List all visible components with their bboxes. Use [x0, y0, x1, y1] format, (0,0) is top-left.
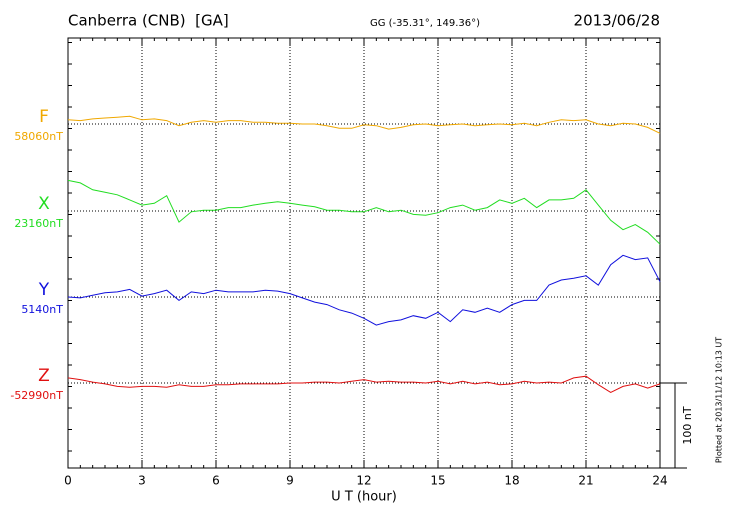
x-tick-label: 12 — [356, 474, 371, 488]
plotted-note: Plotted at 2013/11/12 10:13 UT — [715, 337, 724, 463]
x-tick-label: 0 — [64, 474, 72, 488]
baseline-label: 5140nT — [21, 303, 63, 316]
series-name: Z — [38, 366, 50, 386]
series-line — [67, 375, 661, 393]
series-name: Y — [38, 280, 50, 300]
x-tick-label: 21 — [578, 474, 593, 488]
x-axis-label: U T (hour) — [331, 490, 397, 505]
series-line — [67, 115, 661, 134]
series-name: X — [38, 194, 50, 214]
chart-title: Canberra (CNB) [GA] — [68, 12, 229, 30]
baseline-label: 23160nT — [14, 217, 63, 230]
x-tick-label: 9 — [286, 474, 294, 488]
x-tick-label: 15 — [430, 474, 445, 488]
chart-subtitle: GG (-35.31°, 149.36°) — [370, 18, 480, 29]
baseline-label: 58060nT — [14, 130, 63, 143]
baseline-label: -52990nT — [10, 389, 63, 402]
x-tick-label: 3 — [138, 474, 146, 488]
series-line — [67, 254, 661, 326]
chart-date: 2013/06/28 — [574, 12, 660, 30]
scale-bar-label: 100 nT — [681, 406, 694, 444]
x-tick-label: 18 — [504, 474, 519, 488]
series-name: F — [39, 107, 49, 127]
x-tick-label: 24 — [652, 474, 667, 488]
series-line — [67, 179, 661, 245]
x-tick-label: 6 — [212, 474, 220, 488]
